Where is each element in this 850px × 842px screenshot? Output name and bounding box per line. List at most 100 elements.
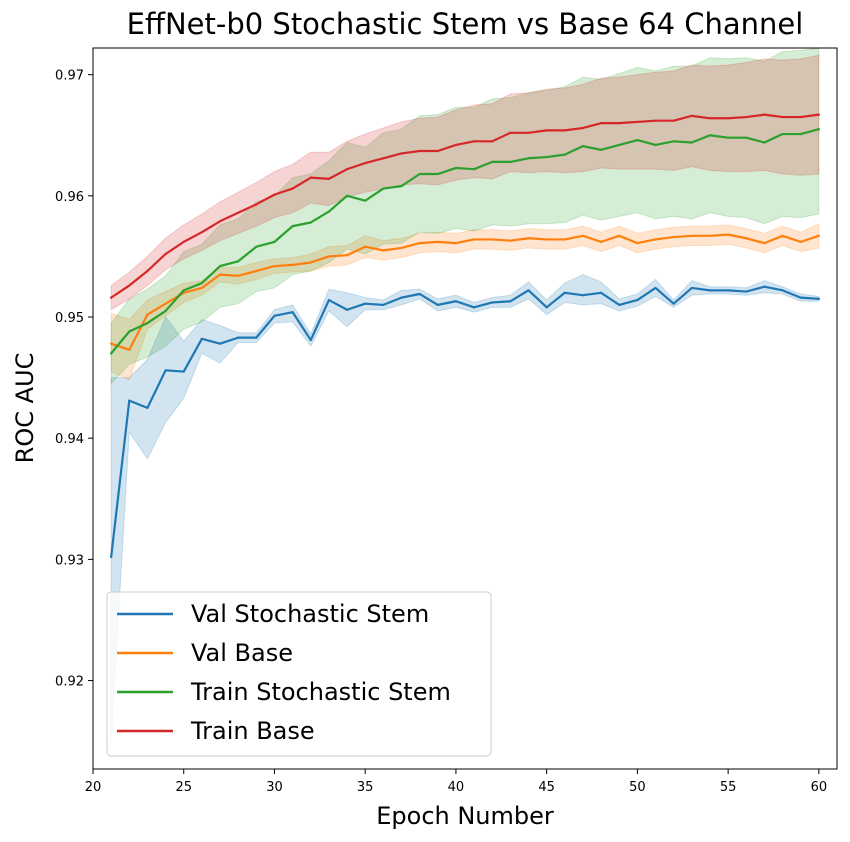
chart-title: EffNet-b0 Stochastic Stem vs Base 64 Cha… — [127, 7, 804, 41]
data-point-train-base — [545, 129, 548, 132]
data-point-val-stochastic-stem — [364, 302, 367, 305]
data-point-val-stochastic-stem — [527, 289, 530, 292]
data-point-train-stochastic-stem — [727, 136, 730, 139]
data-point-train-stochastic-stem — [708, 134, 712, 137]
data-point-val-base — [454, 241, 458, 245]
data-point-train-stochastic-stem — [400, 185, 403, 188]
data-point-val-stochastic-stem — [255, 336, 258, 339]
data-point-val-stochastic-stem — [182, 370, 185, 373]
data-point-val-base — [327, 255, 331, 258]
data-point-train-base — [527, 131, 530, 134]
data-point-train-stochastic-stem — [200, 281, 203, 285]
data-point-val-base — [436, 240, 439, 243]
x-tick-label: 55 — [720, 780, 737, 795]
data-point-train-base — [327, 177, 331, 180]
data-point-val-stochastic-stem — [472, 306, 476, 309]
legend-label-val-base: Val Base — [191, 639, 293, 667]
data-point-train-stochastic-stem — [454, 166, 458, 170]
data-point-train-base — [146, 269, 149, 273]
data-point-train-base — [400, 152, 403, 155]
data-point-train-base — [781, 115, 784, 119]
legend-label-val-stochastic-stem: Val Stochastic Stem — [191, 600, 429, 628]
data-point-train-stochastic-stem — [581, 145, 585, 148]
data-point-val-base — [563, 238, 566, 241]
data-point-val-stochastic-stem — [237, 336, 240, 339]
data-point-train-base — [436, 149, 439, 153]
data-point-val-base — [727, 233, 730, 236]
data-point-val-stochastic-stem — [763, 285, 766, 288]
data-point-train-base — [364, 162, 367, 165]
y-tick-label: 0.95 — [55, 311, 84, 326]
data-point-val-base — [237, 274, 240, 277]
data-point-train-base — [200, 231, 203, 234]
data-point-train-base — [291, 187, 294, 190]
data-point-val-base — [581, 234, 585, 237]
x-tick-label: 45 — [538, 780, 555, 795]
data-point-train-base — [690, 114, 693, 117]
data-point-val-base — [509, 239, 512, 242]
confidence-band-val-stochastic-stem — [110, 274, 820, 742]
data-point-val-stochastic-stem — [563, 291, 566, 294]
data-point-val-stochastic-stem — [727, 289, 730, 292]
data-point-val-base — [345, 254, 349, 257]
data-point-val-stochastic-stem — [454, 300, 458, 303]
data-point-val-base — [745, 237, 748, 240]
data-point-train-stochastic-stem — [599, 148, 603, 151]
data-point-val-stochastic-stem — [672, 302, 675, 305]
data-point-train-stochastic-stem — [382, 187, 385, 190]
data-point-val-stochastic-stem — [781, 289, 784, 292]
confidence-band-val-base — [110, 222, 820, 381]
data-point-train-stochastic-stem — [763, 141, 766, 144]
data-point-val-stochastic-stem — [273, 314, 276, 317]
data-point-train-stochastic-stem — [345, 194, 349, 197]
data-point-val-base — [218, 273, 222, 276]
data-point-train-base — [273, 193, 276, 196]
x-tick-label: 35 — [357, 780, 374, 795]
series-line-train-stochastic-stem — [110, 128, 820, 355]
legend-box — [106, 591, 492, 757]
legend-label-train-stochastic-stem: Train Stochastic Stem — [190, 678, 451, 706]
data-point-val-stochastic-stem — [400, 296, 403, 299]
data-point-val-stochastic-stem — [128, 399, 131, 402]
x-tick-label: 40 — [448, 780, 465, 795]
data-point-val-stochastic-stem — [491, 301, 494, 304]
data-point-val-base — [418, 241, 421, 245]
data-point-val-base — [763, 241, 766, 245]
data-point-train-stochastic-stem — [182, 289, 185, 292]
data-point-train-base — [345, 168, 349, 171]
data-point-train-stochastic-stem — [745, 136, 748, 139]
data-point-val-base — [817, 234, 820, 237]
data-point-train-base — [110, 296, 113, 299]
data-point-train-base — [418, 149, 421, 153]
data-point-val-base — [110, 342, 113, 345]
data-point-train-base — [618, 122, 621, 125]
data-point-val-stochastic-stem — [581, 294, 585, 297]
data-point-val-base — [545, 238, 548, 241]
data-point-val-base — [799, 240, 802, 243]
data-point-train-stochastic-stem — [509, 160, 512, 164]
data-point-val-base — [527, 237, 530, 240]
data-point-val-stochastic-stem — [164, 369, 167, 372]
y-tick-label: 0.97 — [55, 69, 84, 84]
data-point-val-stochastic-stem — [327, 298, 331, 302]
data-point-val-base — [708, 234, 712, 237]
series-line-val-stochastic-stem — [110, 285, 820, 559]
data-point-val-stochastic-stem — [708, 289, 712, 292]
data-point-val-base — [690, 234, 693, 237]
data-point-val-stochastic-stem — [200, 337, 203, 340]
data-point-val-stochastic-stem — [654, 286, 657, 290]
data-point-train-stochastic-stem — [527, 157, 530, 160]
data-point-val-base — [200, 286, 203, 290]
x-tick-label: 20 — [85, 780, 102, 795]
data-point-val-stochastic-stem — [146, 406, 149, 409]
data-point-val-stochastic-stem — [345, 308, 349, 311]
data-point-train-base — [237, 211, 240, 214]
data-point-val-stochastic-stem — [509, 300, 512, 303]
y-tick-label: 0.94 — [55, 432, 84, 447]
x-axis-label: Epoch Number — [376, 802, 554, 830]
data-point-train-base — [255, 203, 258, 206]
data-point-train-stochastic-stem — [110, 352, 113, 355]
data-point-val-base — [654, 238, 657, 241]
data-point-train-stochastic-stem — [654, 143, 657, 147]
data-point-train-stochastic-stem — [237, 260, 240, 263]
